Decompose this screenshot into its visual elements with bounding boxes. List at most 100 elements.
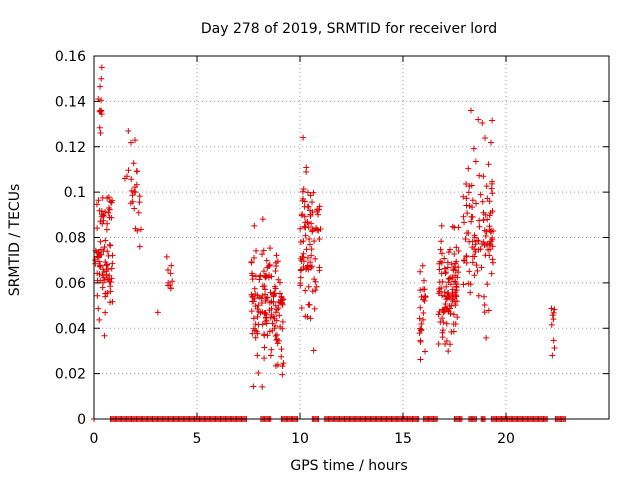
data-point	[260, 268, 267, 275]
data-point	[460, 193, 467, 200]
data-point	[307, 213, 314, 220]
y-tick-label: 0.04	[55, 321, 86, 337]
data-point	[483, 183, 490, 190]
data-point	[463, 195, 470, 202]
data-point	[307, 315, 314, 322]
data-point	[93, 201, 100, 208]
data-point	[102, 309, 109, 316]
data-point	[129, 198, 136, 205]
y-tick-label: 0.12	[55, 140, 86, 156]
data-point	[311, 305, 318, 312]
data-point	[256, 294, 263, 301]
data-point	[454, 314, 461, 321]
data-point	[274, 340, 281, 347]
data-point	[132, 137, 139, 144]
data-point	[102, 208, 109, 215]
data-point	[264, 332, 271, 339]
data-point	[95, 258, 102, 265]
data-point	[306, 235, 313, 242]
data-point	[481, 242, 488, 249]
y-tick-label: 0.02	[55, 367, 86, 383]
data-point	[95, 197, 102, 204]
data-point	[133, 168, 140, 175]
data-point	[268, 273, 275, 280]
data-point	[550, 337, 557, 344]
data-point	[136, 243, 143, 250]
data-point	[452, 321, 459, 328]
chart-title: Day 278 of 2019, SRMTID for receiver lor…	[201, 21, 497, 37]
data-point	[271, 283, 278, 290]
data-point	[276, 290, 283, 297]
grid-lines	[94, 56, 609, 419]
data-point	[297, 267, 304, 274]
data-point	[445, 308, 452, 315]
y-tick-label: 0	[77, 412, 86, 428]
data-point	[167, 270, 174, 277]
data-point	[273, 317, 280, 324]
data-point	[251, 285, 258, 292]
data-point	[485, 161, 492, 168]
data-point	[266, 307, 273, 314]
data-point	[262, 274, 269, 281]
data-point	[280, 360, 287, 367]
data-point	[304, 203, 311, 210]
data-point	[417, 268, 424, 275]
data-point	[257, 273, 264, 280]
data-point	[101, 269, 108, 276]
data-point	[312, 287, 319, 294]
data-point	[447, 246, 454, 253]
data-point	[108, 214, 115, 221]
x-tick-label: 0	[90, 431, 99, 447]
data-point	[304, 254, 311, 261]
data-point	[486, 227, 493, 234]
data-point	[96, 124, 103, 131]
data-point	[254, 330, 261, 337]
data-point	[480, 239, 487, 246]
data-point	[304, 262, 311, 269]
data-point	[308, 220, 315, 227]
data-point	[104, 220, 111, 227]
data-point	[489, 178, 496, 185]
data-point	[309, 225, 316, 232]
data-point	[453, 283, 460, 290]
data-point	[96, 262, 103, 269]
data-point	[417, 356, 424, 363]
data-point	[453, 293, 460, 300]
data-point	[438, 270, 445, 277]
data-point	[441, 255, 448, 262]
data-point	[489, 208, 496, 215]
data-point	[102, 258, 109, 265]
data-point	[455, 264, 462, 271]
data-point	[253, 247, 260, 254]
data-point	[418, 321, 425, 328]
data-point	[482, 233, 489, 240]
data-point	[298, 305, 305, 312]
data-point	[168, 262, 175, 269]
data-point	[309, 199, 316, 206]
data-point	[132, 189, 139, 196]
data-point	[106, 241, 113, 248]
data-point	[300, 250, 307, 257]
data-point	[262, 297, 269, 304]
data-point	[445, 249, 452, 256]
data-point	[480, 216, 487, 223]
data-point	[258, 299, 265, 306]
data-point	[136, 199, 143, 206]
data-point	[310, 189, 317, 196]
data-point	[449, 286, 456, 293]
data-point	[308, 263, 315, 270]
data-point	[471, 272, 478, 279]
x-tick-label: 20	[497, 431, 515, 447]
data-point	[488, 270, 495, 277]
x-tick-label: 5	[193, 431, 202, 447]
data-point	[135, 209, 142, 216]
data-point	[299, 188, 306, 195]
y-tick-label: 0.1	[64, 185, 86, 201]
data-point	[442, 301, 449, 308]
data-point	[453, 244, 460, 251]
data-point	[448, 261, 455, 268]
data-point	[420, 309, 427, 316]
data-point	[463, 181, 470, 188]
data-point	[435, 290, 442, 297]
